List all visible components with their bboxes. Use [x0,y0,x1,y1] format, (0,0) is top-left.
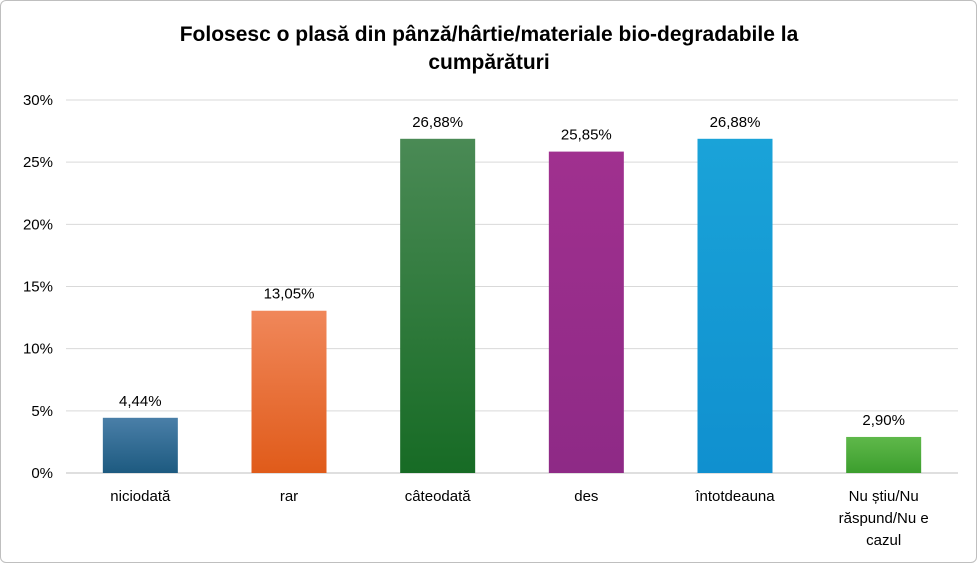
x-category-label: niciodată [110,488,171,505]
bar [251,310,327,473]
y-tick-label: 5% [31,403,53,420]
data-label: 2,90% [862,412,905,429]
data-labels: 4,44% 13,05% 26,88% 25,85% 26,88% 2,90% [119,114,905,429]
x-category-label: întotdeauna [694,488,775,505]
chart-title-line: cumpărături [428,51,549,74]
y-axis-ticks: 0% 5% 10% 15% 20% 25% 30% [23,92,53,482]
bar [548,151,624,473]
y-tick-label: 30% [23,92,53,109]
chart-title: Folosesc o plasă din pânză/hârtie/materi… [180,23,799,74]
data-label: 13,05% [264,286,315,303]
bar [846,436,922,473]
x-category-label: cazul [866,532,901,549]
data-label: 25,85% [561,127,612,144]
x-category-label: rar [280,488,298,505]
bars [102,138,922,474]
x-category-label: răspund/Nu e [839,510,929,527]
chart-title-line: Folosesc o plasă din pânză/hârtie/materi… [180,23,799,46]
data-label: 4,44% [119,393,162,410]
x-category-label: câteodată [405,488,472,505]
bar [102,417,178,473]
y-tick-label: 20% [23,216,53,233]
y-tick-label: 15% [23,279,53,296]
bar [697,138,773,474]
x-axis-categories: niciodată rar câteodată des întotdeauna Nu șt… [110,488,928,549]
y-tick-label: 25% [23,154,53,171]
x-category-label: Nu știu/Nu [849,488,919,505]
gridlines [66,99,958,474]
data-label: 26,88% [710,114,761,131]
x-category-label: des [574,488,598,505]
y-tick-label: 10% [23,341,53,358]
y-tick-label: 0% [31,465,53,482]
data-label: 26,88% [412,114,463,131]
bar [400,138,476,474]
